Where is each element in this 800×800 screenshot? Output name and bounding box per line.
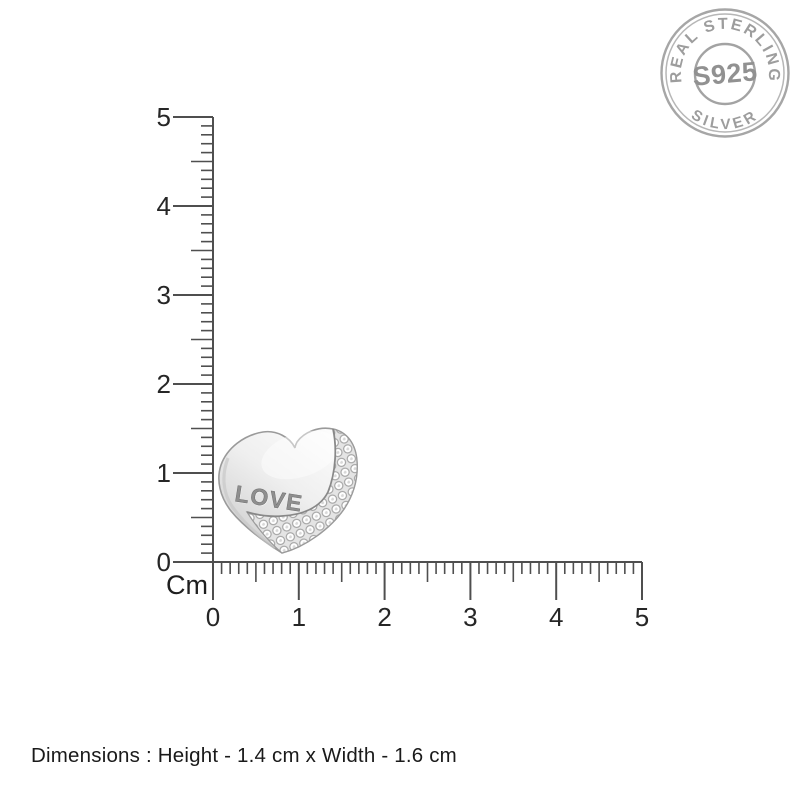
vertical-ruler: 0 1 2 3 4 5 — [157, 102, 214, 577]
v-ruler-number: 3 — [157, 280, 171, 310]
v-ruler-number: 5 — [157, 102, 171, 132]
h-ruler-number: 1 — [292, 602, 306, 632]
v-ruler-number: 4 — [157, 191, 171, 221]
h-ruler-number: 0 — [206, 602, 220, 632]
horizontal-ruler: 0 1 2 3 4 5 — [206, 561, 649, 632]
metal-highlight — [261, 430, 339, 480]
inner-edge-shade — [222, 457, 276, 550]
s925-badge: REAL STERLING SILVER S925 — [660, 8, 790, 138]
badge-center-text: S925 — [691, 56, 758, 92]
h-ruler-number: 4 — [549, 602, 563, 632]
dimensions-text: Dimensions : Height - 1.4 cm x Width - 1… — [31, 744, 457, 767]
heart-pendant: LOVE LOVE — [218, 427, 358, 554]
badge-inner-ring — [693, 42, 757, 106]
badge-outer-ring — [660, 8, 790, 138]
v-ruler-number: 0 — [157, 547, 171, 577]
badge-mid-ring — [665, 13, 785, 133]
pave-boundary-shadow — [246, 428, 337, 518]
h-ruler-number: 5 — [635, 602, 649, 632]
v-ruler-number: 1 — [157, 458, 171, 488]
h-ruler-number: 2 — [377, 602, 391, 632]
cm-unit-label: Cm — [166, 570, 208, 600]
v-ruler-number: 2 — [157, 369, 171, 399]
h-ruler-number: 3 — [463, 602, 477, 632]
